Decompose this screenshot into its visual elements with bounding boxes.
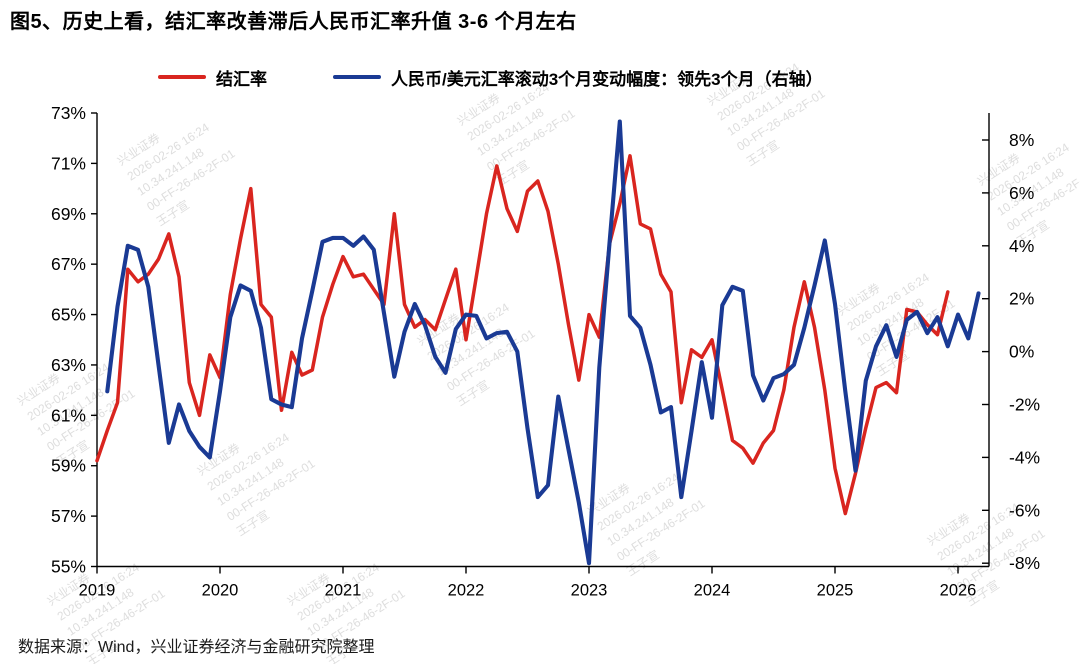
left-axis-tick-label: 59% xyxy=(51,456,86,476)
x-axis-tick-label: 2024 xyxy=(694,582,731,600)
right-axis-tick-label: 6% xyxy=(1009,183,1034,203)
right-axis-tick-label: -6% xyxy=(1009,500,1040,520)
x-axis-tick-label: 2020 xyxy=(202,582,239,600)
left-axis-tick-label: 67% xyxy=(51,254,86,274)
right-axis-tick-label: -4% xyxy=(1009,447,1040,467)
right-axis-tick-label: 0% xyxy=(1009,342,1034,362)
x-axis-tick-label: 2026 xyxy=(940,582,977,600)
left-axis-tick-label: 71% xyxy=(51,153,86,173)
left-axis-tick-label: 55% xyxy=(51,557,86,577)
red-line-swatch xyxy=(158,75,206,79)
left-axis-tick-label: 57% xyxy=(51,506,86,526)
left-axis-tick-label: 61% xyxy=(51,405,86,425)
left-axis-tick-label: 69% xyxy=(51,204,86,224)
settlement-rate-line xyxy=(95,154,950,516)
left-axis-tick-label: 65% xyxy=(51,305,86,325)
figure-title: 图5、历史上看，结汇率改善滞后人民币汇率升值 3-6 个月左右 xyxy=(10,11,577,33)
legend-item-fx-change: 人民币/美元汇率滚动3个月变动幅度：领先3个月（右轴） xyxy=(333,65,823,90)
right-axis-tick-label: 2% xyxy=(1009,289,1034,309)
x-axis-tick-label: 2021 xyxy=(325,582,362,600)
left-axis-tick-label: 73% xyxy=(51,103,86,123)
x-axis-tick-label: 2019 xyxy=(79,582,116,600)
legend-item-settlement-rate: 结汇率 xyxy=(158,65,267,90)
right-axis-tick-label: 4% xyxy=(1009,236,1034,256)
legend-label-settlement-rate: 结汇率 xyxy=(216,69,267,89)
legend-label-fx-change: 人民币/美元汇率滚动3个月变动幅度：领先3个月（右轴） xyxy=(391,69,823,89)
right-axis-tick-label: 8% xyxy=(1009,130,1034,150)
fx-rolling-change-line xyxy=(105,119,981,566)
blue-line-swatch xyxy=(333,74,381,80)
data-source-note: 数据来源：Wind，兴业证券经济与金融研究院整理 xyxy=(18,639,375,656)
chart-legend: 结汇率 人民币/美元汇率滚动3个月变动幅度：领先3个月（右轴） xyxy=(158,64,889,90)
x-axis-tick-label: 2023 xyxy=(571,582,608,600)
left-axis-tick-label: 63% xyxy=(51,355,86,375)
right-axis-tick-label: -8% xyxy=(1009,553,1040,573)
x-axis-tick-label: 2025 xyxy=(817,582,854,600)
x-axis-tick-label: 2022 xyxy=(448,582,485,600)
right-axis-tick-label: -2% xyxy=(1009,395,1040,415)
